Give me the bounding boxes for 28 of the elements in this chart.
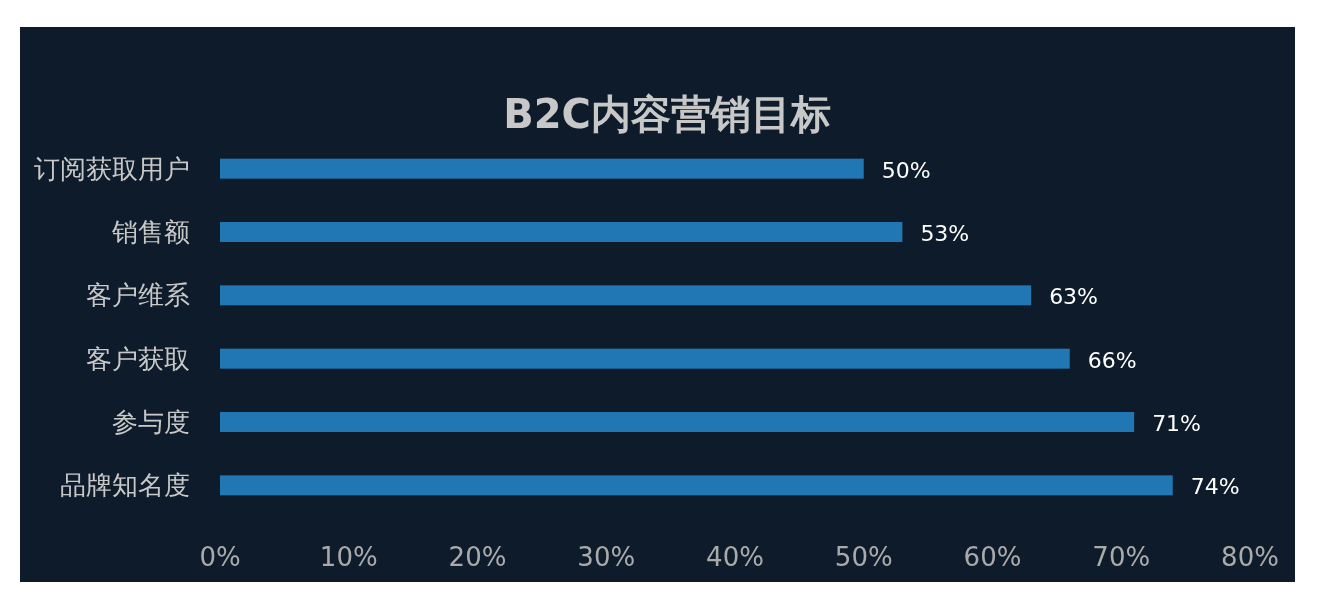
bar (220, 285, 1032, 306)
data-label: 74% (1190, 474, 1240, 500)
y-tick-label: 销售额 (111, 217, 190, 247)
y-tick-label: 参与度 (112, 407, 190, 437)
bar (220, 348, 1070, 369)
y-tick-label: 订阅获取用户 (34, 153, 190, 184)
data-label: 63% (1049, 284, 1099, 310)
x-tick-label: 20% (448, 542, 507, 572)
bar (220, 158, 864, 179)
x-tick-label: 80% (1221, 542, 1279, 572)
y-tick-label: 客户维系 (86, 280, 190, 311)
x-tick-label: 0% (199, 542, 241, 572)
data-label: 53% (920, 221, 970, 246)
x-tick-label: 10% (319, 542, 378, 572)
x-tick-label: 60% (963, 542, 1022, 572)
bar (220, 222, 903, 242)
data-label: 66% (1087, 347, 1137, 373)
chart-title: B2C内容营销目标 (503, 91, 831, 137)
data-label: 50% (881, 157, 931, 183)
data-label: 71% (1152, 411, 1202, 436)
bar (220, 475, 1173, 496)
x-tick-label: 70% (1092, 542, 1151, 572)
bar (220, 412, 1135, 432)
x-tick-label: 40% (706, 542, 764, 572)
x-tick-label: 50% (834, 542, 893, 572)
x-tick-label: 30% (577, 542, 636, 572)
y-tick-label: 品牌知名度 (60, 470, 190, 501)
y-tick-label: 客户获取 (86, 343, 190, 374)
